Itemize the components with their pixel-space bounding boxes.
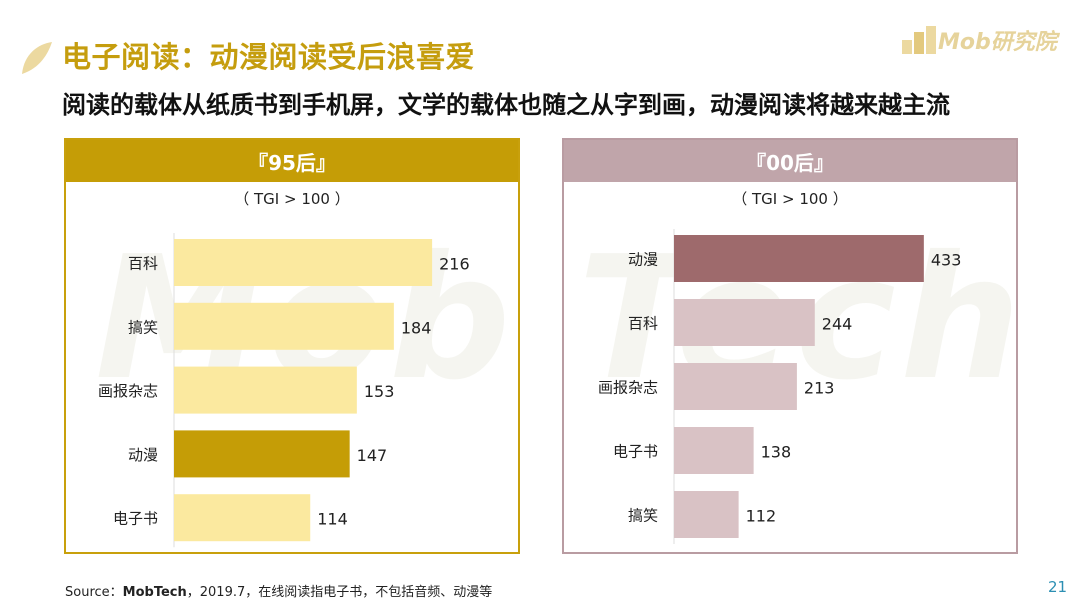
value-label: 213 bbox=[804, 379, 835, 398]
value-label: 244 bbox=[822, 315, 853, 334]
building-logo-icon bbox=[902, 26, 936, 54]
category-label: 百科 bbox=[128, 255, 158, 273]
bar-chart-95: （ TGI > 100 ） 百科 216 搞笑 184 画报杂志 153 动漫 147 电子书 11… bbox=[98, 190, 470, 548]
page-subtitle: 阅读的载体从纸质书到手机屏，文学的载体也随之从字到画，动漫阅读将越来越主流 bbox=[62, 91, 950, 119]
bar bbox=[674, 427, 754, 474]
bar bbox=[674, 363, 797, 410]
brand-logo: Mob研究院 bbox=[902, 22, 1062, 58]
bar bbox=[174, 494, 311, 542]
value-label: 114 bbox=[317, 510, 348, 529]
bar bbox=[674, 299, 815, 346]
bar bbox=[674, 235, 924, 282]
chart-title-00: 『00后』 bbox=[564, 140, 1016, 182]
category-label: 搞笑 bbox=[628, 507, 658, 525]
bar bbox=[174, 366, 357, 414]
value-label: 147 bbox=[357, 446, 388, 465]
value-label: 216 bbox=[439, 255, 470, 274]
leaf-logo-icon bbox=[22, 42, 52, 74]
chart-title-95: 『95后』 bbox=[66, 140, 518, 182]
chart-subtitle: （ TGI > 100 ） bbox=[732, 190, 847, 208]
page-number: 21 bbox=[1048, 578, 1068, 596]
value-label: 184 bbox=[401, 318, 432, 337]
category-label: 动漫 bbox=[628, 251, 658, 269]
source-note: Source：MobTech，2019.7，在线阅读指电子书，不包括音频、动漫等 bbox=[65, 581, 492, 600]
brand-name: Mob研究院 bbox=[938, 30, 1057, 55]
page-title: 电子阅读：动漫阅读受后浪喜爱 bbox=[62, 40, 476, 74]
value-label: 433 bbox=[931, 251, 962, 270]
source-name: MobTech bbox=[122, 585, 187, 600]
value-label: 138 bbox=[761, 443, 792, 462]
bar bbox=[174, 430, 350, 478]
chart-panel-95: 『95后』 （ TGI > 100 ） 百科 216 搞笑 184 画报杂志 153 动漫 14… bbox=[64, 138, 520, 554]
category-label: 画报杂志 bbox=[98, 382, 158, 400]
chart-panel-00: 『00后』 （ TGI > 100 ） 动漫 433 百科 244 画报杂志 213 电子书 1… bbox=[562, 138, 1018, 554]
category-label: 电子书 bbox=[613, 443, 658, 461]
bar bbox=[174, 302, 394, 350]
category-label: 动漫 bbox=[128, 446, 158, 464]
source-detail: ，2019.7，在线阅读指电子书，不包括音频、动漫等 bbox=[186, 585, 493, 600]
category-label: 电子书 bbox=[113, 510, 158, 528]
bar bbox=[174, 239, 433, 286]
category-label: 画报杂志 bbox=[598, 379, 658, 397]
value-label: 112 bbox=[746, 507, 777, 526]
bar bbox=[674, 491, 739, 538]
category-label: 百科 bbox=[628, 315, 658, 333]
source-label: Source： bbox=[65, 585, 123, 600]
value-label: 153 bbox=[364, 382, 395, 401]
category-label: 搞笑 bbox=[128, 318, 158, 336]
bar-chart-00: （ TGI > 100 ） 动漫 433 百科 244 画报杂志 213 电子书 138 搞笑 11… bbox=[598, 190, 962, 544]
chart-subtitle: （ TGI > 100 ） bbox=[234, 190, 349, 208]
